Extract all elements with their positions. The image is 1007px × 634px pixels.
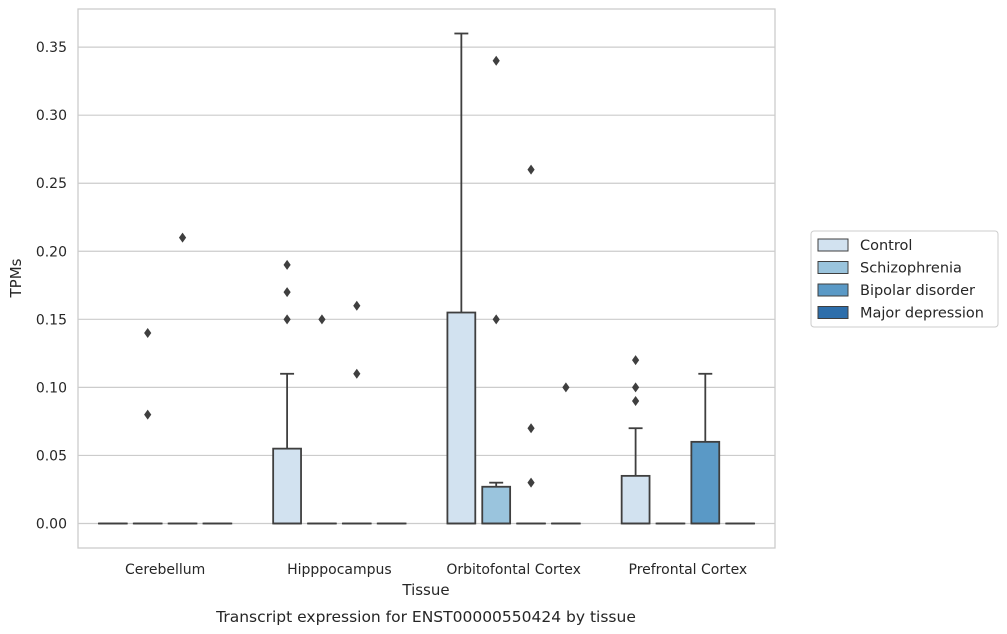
outlier-point: [492, 314, 500, 325]
y-tick-label: 0.35: [36, 40, 67, 56]
box-2-1: [481, 55, 512, 525]
outlier-point: [492, 55, 500, 66]
outlier-point: [144, 327, 152, 338]
legend-swatch: [817, 238, 849, 252]
box-2-2: [516, 164, 546, 525]
y-tick-label: 0.05: [36, 448, 67, 464]
gridlines: [78, 46, 775, 525]
legend-label: Major depression: [860, 306, 984, 322]
outlier-point: [283, 287, 291, 298]
legend-label: Bipolar disorder: [860, 283, 975, 299]
box-body: [620, 474, 651, 525]
plot-frame: [77, 8, 776, 549]
box-body: [272, 447, 302, 525]
outlier-point: [632, 396, 640, 406]
outlier-point: [632, 355, 640, 366]
y-tick-label: 0.30: [36, 108, 67, 124]
outlier-point: [283, 259, 291, 270]
x-axis-title: Tissue: [401, 581, 449, 599]
plot-area-background: [78, 9, 775, 548]
outlier-point: [178, 232, 187, 243]
box-2-3: [551, 382, 581, 525]
box-2-0: [446, 32, 477, 525]
legend-swatch: [817, 283, 849, 297]
box-0-2: [167, 232, 198, 525]
outlier-point: [632, 382, 640, 393]
box-body: [481, 485, 512, 525]
y-axis-ticks: 0.00 0.05 0.10 0.15 0.20 0.25 0.30 0.35: [36, 40, 67, 532]
box-body: [690, 440, 721, 525]
outlier-point: [527, 423, 535, 434]
outlier-point: [562, 382, 570, 393]
box-3-2: [690, 372, 721, 525]
x-tick-label: Orbitofontal Cortex: [446, 562, 581, 578]
legend-label: Control: [860, 238, 912, 254]
legend-swatch: [817, 306, 849, 319]
outlier-point: [283, 314, 291, 325]
box-0-1: [132, 327, 163, 525]
box-1-2: [341, 300, 372, 525]
legend-label: Schizophrenia: [860, 261, 962, 277]
y-tick-label: 0.15: [36, 312, 67, 328]
x-tick-label: Cerebellum: [125, 562, 205, 578]
box-3-0: [620, 355, 651, 525]
legend: Control Schizophrenia Bipolar disorder Majo…: [810, 230, 999, 328]
box-body: [446, 311, 477, 525]
legend-swatch: [817, 261, 849, 274]
x-axis-ticks: Cerebellum Hipppocampus Orbitofontal Corte…: [125, 562, 747, 578]
x-tick-label: Hipppocampus: [287, 562, 392, 578]
chart-caption: Transcript expression for ENST0000055042…: [215, 608, 636, 626]
outlier-point: [353, 368, 361, 379]
box-1-0: [272, 259, 302, 525]
y-tick-label: 0.10: [36, 380, 67, 396]
x-tick-label: Prefrontal Cortex: [629, 562, 748, 578]
outlier-point: [527, 164, 535, 175]
y-axis-title: TPMs: [7, 258, 25, 298]
outlier-point: [527, 477, 535, 488]
y-tick-label: 0.25: [36, 176, 67, 192]
outlier-point: [144, 409, 152, 420]
boxes-layer: [98, 32, 755, 525]
y-tick-label: 0.00: [36, 517, 67, 533]
outlier-point: [318, 314, 326, 325]
y-tick-label: 0.20: [36, 244, 67, 260]
box-1-1: [307, 314, 337, 525]
outlier-point: [353, 300, 361, 311]
legend-frame: [810, 230, 999, 328]
